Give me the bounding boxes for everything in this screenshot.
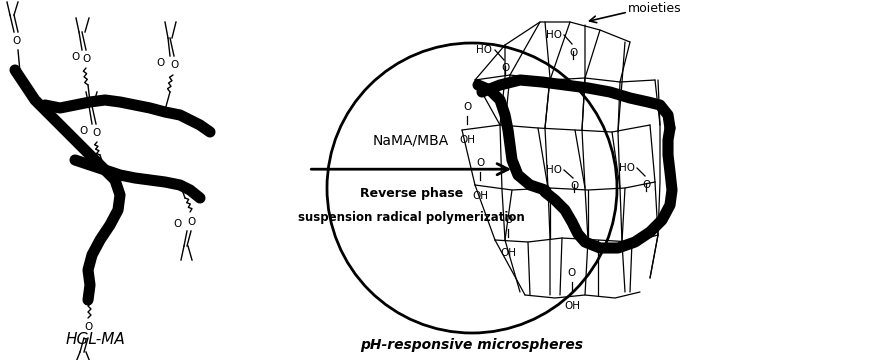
Text: O: O [568, 268, 576, 278]
Text: O: O [569, 181, 578, 191]
Text: O: O [504, 215, 512, 225]
Text: NaMA/MBA: NaMA/MBA [373, 133, 450, 147]
Text: O: O [80, 126, 88, 136]
Text: OH: OH [459, 135, 475, 145]
Text: moieties: moieties [628, 1, 681, 14]
Text: OH: OH [472, 191, 488, 201]
Text: O: O [92, 128, 100, 138]
Text: pH-responsive microspheres: pH-responsive microspheres [360, 338, 584, 352]
Text: O: O [476, 158, 485, 168]
Text: Reverse phase: Reverse phase [359, 187, 463, 200]
Text: O: O [569, 48, 578, 58]
Text: O: O [642, 180, 650, 190]
Text: O: O [170, 60, 178, 70]
Text: O: O [501, 63, 509, 73]
Text: HO: HO [619, 163, 635, 173]
Text: HO: HO [476, 45, 492, 55]
Text: O: O [12, 36, 21, 46]
Text: O: O [187, 217, 195, 227]
Text: O: O [72, 52, 80, 62]
Text: O: O [156, 58, 165, 68]
Text: HGL-MA: HGL-MA [65, 333, 125, 347]
Text: O: O [84, 322, 92, 332]
Text: O: O [463, 102, 471, 112]
Text: HO: HO [546, 30, 562, 40]
Text: O: O [82, 54, 90, 64]
Text: O: O [173, 219, 182, 229]
Text: OH: OH [564, 301, 580, 311]
Text: OH: OH [500, 248, 516, 258]
Text: suspension radical polymerization: suspension radical polymerization [298, 211, 525, 224]
Text: HO: HO [546, 165, 562, 175]
